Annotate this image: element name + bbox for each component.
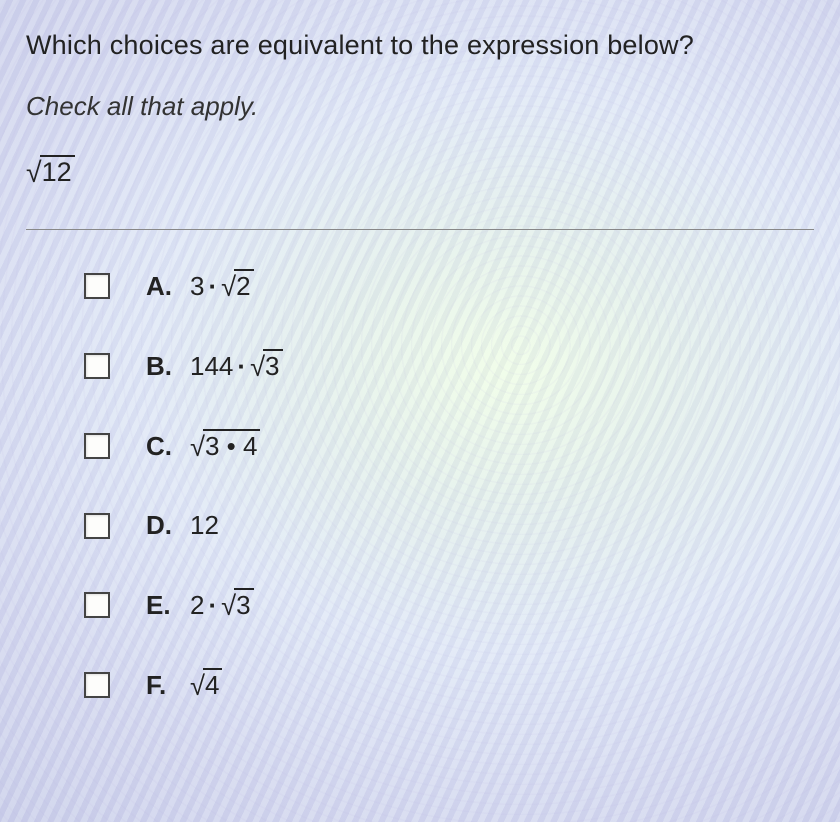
choice-letter: A. bbox=[146, 271, 176, 302]
checkbox-f[interactable] bbox=[84, 672, 110, 698]
choice-prefix: 144 bbox=[190, 351, 233, 382]
choice-prefix: 2 bbox=[190, 590, 204, 621]
choice-e[interactable]: E. 2 · 3 bbox=[84, 589, 814, 621]
sqrt-icon: 3 • 4 bbox=[190, 430, 260, 462]
sqrt-icon: 3 bbox=[221, 589, 253, 621]
choice-letter: F. bbox=[146, 670, 176, 701]
dot-icon: · bbox=[204, 271, 221, 302]
sqrt-icon: 12 bbox=[26, 156, 75, 189]
choice-radicand: 3 bbox=[263, 349, 282, 381]
choice-letter: B. bbox=[146, 351, 176, 382]
dot-icon: · bbox=[233, 351, 250, 382]
choice-radicand: 3 bbox=[234, 588, 253, 620]
choice-d[interactable]: D. 12 bbox=[84, 510, 814, 541]
choice-letter: E. bbox=[146, 590, 176, 621]
choice-b[interactable]: B. 144 · 3 bbox=[84, 350, 814, 382]
question-text: Which choices are equivalent to the expr… bbox=[26, 30, 814, 61]
sqrt-icon: 3 bbox=[250, 350, 282, 382]
divider bbox=[26, 229, 814, 230]
expression-radicand: 12 bbox=[40, 155, 75, 187]
choice-radicand: 4 bbox=[203, 668, 222, 700]
choice-value: 12 bbox=[190, 510, 219, 541]
choice-radicand: 2 bbox=[234, 269, 253, 301]
choice-letter: D. bbox=[146, 510, 176, 541]
given-expression: 12 bbox=[26, 156, 814, 189]
checkbox-c[interactable] bbox=[84, 433, 110, 459]
choice-a[interactable]: A. 3 · 2 bbox=[84, 270, 814, 302]
choice-prefix: 3 bbox=[190, 271, 204, 302]
checkbox-a[interactable] bbox=[84, 273, 110, 299]
checkbox-e[interactable] bbox=[84, 592, 110, 618]
choice-radicand: 3 • 4 bbox=[203, 429, 260, 461]
sqrt-icon: 4 bbox=[190, 669, 222, 701]
choice-f[interactable]: F. 4 bbox=[84, 669, 814, 701]
instruction-text: Check all that apply. bbox=[26, 91, 814, 122]
sqrt-icon: 2 bbox=[221, 270, 253, 302]
checkbox-d[interactable] bbox=[84, 513, 110, 539]
dot-icon: · bbox=[204, 590, 221, 621]
choice-letter: C. bbox=[146, 431, 176, 462]
checkbox-b[interactable] bbox=[84, 353, 110, 379]
choice-c[interactable]: C. 3 • 4 bbox=[84, 430, 814, 462]
